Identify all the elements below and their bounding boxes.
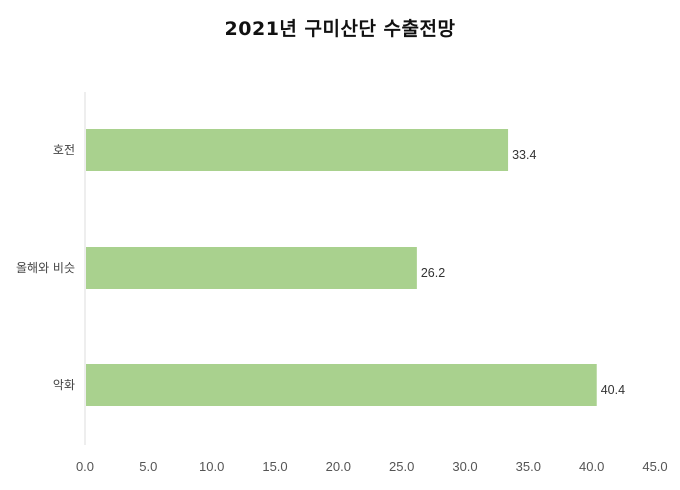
chart-title: 2021년 구미산단 수출전망 <box>224 18 456 40</box>
category-label: 호전 <box>53 143 75 157</box>
x-tick-label: 20.0 <box>326 459 351 474</box>
category-label: 악화 <box>53 378 75 392</box>
x-tick-label: 40.0 <box>579 459 604 474</box>
category-label: 올해와 비슷 <box>16 261 75 275</box>
bars-layer: 호전 33.4 올해와 비슷 26.2 악화 40.4 <box>16 129 625 406</box>
x-tick-label: 0.0 <box>76 459 94 474</box>
value-label: 26.2 <box>421 266 445 280</box>
x-ticks-layer: 0.0 5.0 10.0 15.0 20.0 25.0 30.0 35.0 40.0 45.0 <box>76 459 668 474</box>
x-tick-label: 5.0 <box>139 459 157 474</box>
x-tick-label: 45.0 <box>642 459 667 474</box>
x-tick-label: 15.0 <box>262 459 287 474</box>
x-tick-label: 25.0 <box>389 459 414 474</box>
bar <box>86 247 417 289</box>
bar <box>86 129 509 171</box>
x-tick-label: 35.0 <box>516 459 541 474</box>
value-label: 40.4 <box>601 383 625 397</box>
bar <box>86 364 597 406</box>
value-label: 33.4 <box>512 148 536 162</box>
x-tick-label: 30.0 <box>452 459 477 474</box>
x-tick-label: 10.0 <box>199 459 224 474</box>
